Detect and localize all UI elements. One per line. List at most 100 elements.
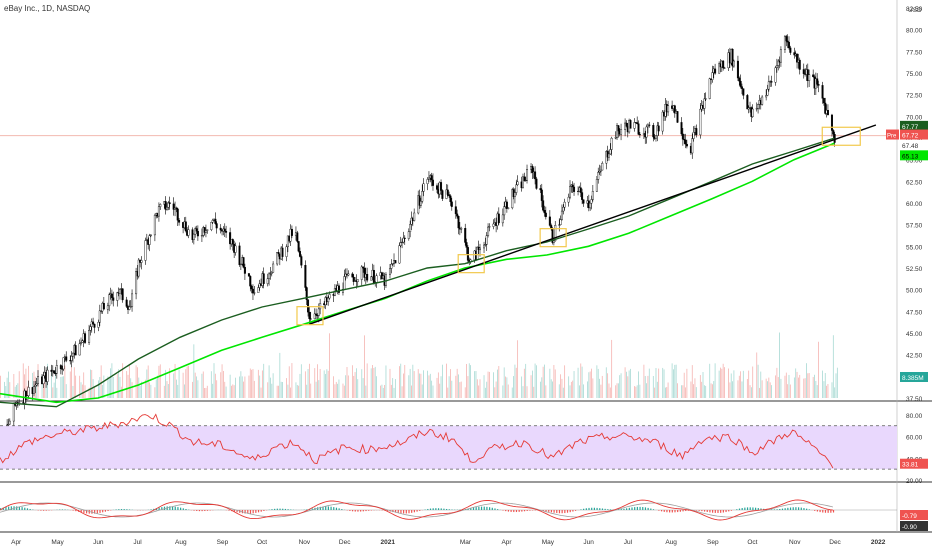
candle-body (817, 84, 820, 86)
volume-bar (728, 368, 729, 398)
volume-tag-bg (900, 372, 928, 382)
volume-bar (317, 364, 318, 398)
volume-bar (69, 371, 71, 398)
volume-bar (81, 384, 83, 398)
volume-bar (252, 369, 254, 398)
volume-bar (580, 363, 582, 398)
volume-bar (756, 352, 758, 398)
candle-body (203, 227, 206, 233)
macd-histogram-bar (437, 508, 440, 510)
volume-bar (777, 377, 779, 398)
candle-body (108, 294, 111, 307)
candle-body (390, 263, 393, 269)
volume-bar (513, 376, 514, 398)
macd-histogram-bar (16, 506, 18, 510)
candle-body (740, 86, 743, 89)
candle-body (347, 273, 350, 276)
candle-body (175, 207, 178, 210)
candle-body (399, 242, 402, 246)
candle-body (446, 189, 449, 195)
candle-body (281, 247, 284, 257)
volume-bar (553, 365, 555, 398)
macd-histogram-bar (480, 506, 483, 510)
macd-histogram-bar (814, 510, 816, 511)
volume-bar (757, 364, 759, 398)
candle-body (366, 274, 369, 281)
volume-bar (694, 378, 696, 398)
candle-body (691, 138, 694, 154)
candle-body (308, 311, 311, 319)
macd-signal-tag: -0.90 (902, 524, 917, 531)
price-tick-label: 47.50 (906, 309, 923, 316)
macd-histogram-bar (150, 509, 152, 510)
candle-body (485, 235, 488, 245)
macd-histogram-bar (104, 510, 106, 512)
volume-bar (459, 382, 461, 398)
candle-body (560, 210, 563, 220)
candle-body (798, 59, 801, 70)
macd-histogram-bar (247, 510, 249, 514)
candle-body (766, 88, 769, 96)
volume-bar (166, 381, 168, 398)
volume-bar (583, 384, 584, 398)
volume-bar (768, 377, 770, 398)
candle-body (35, 383, 38, 386)
macd-histogram-bar (832, 510, 835, 513)
candle-body (526, 169, 529, 181)
volume-bar (4, 381, 5, 398)
candle-body (92, 321, 95, 325)
candle-body (153, 214, 156, 236)
volume-bar (581, 366, 583, 398)
volume-bar (699, 375, 701, 398)
macd-histogram-bar (478, 506, 480, 510)
candle-body (638, 134, 641, 136)
volume-bar (701, 381, 703, 398)
candle-body (684, 139, 687, 145)
candle-body (786, 40, 789, 43)
candle-body (761, 96, 764, 105)
macd-histogram-bar (386, 510, 389, 512)
macd-histogram-bar (553, 510, 555, 513)
volume-bar (225, 386, 227, 398)
chart-title: eBay Inc., 1D, NASDAQ (4, 4, 91, 13)
candle-body (184, 221, 187, 232)
macd-histogram-bar (792, 507, 794, 510)
volume-bar (364, 335, 365, 398)
candle-body (59, 365, 62, 370)
volume-bar (615, 385, 617, 398)
trendline (308, 124, 877, 325)
volume-bar (110, 368, 111, 398)
volume-bar (56, 387, 58, 398)
volume-bar (796, 371, 798, 398)
candle-body (250, 285, 253, 290)
candle-body (567, 196, 570, 203)
macd-histogram-bar (102, 510, 104, 513)
macd-line (0, 499, 833, 521)
macd-histogram-bar (491, 507, 493, 510)
candle-body (589, 202, 592, 209)
candle-body (598, 170, 601, 173)
volume-bar (149, 382, 150, 398)
candle-body (448, 194, 451, 197)
candle-body (542, 200, 545, 211)
candle-body (370, 276, 373, 281)
volume-bar (759, 387, 760, 398)
volume-bar (523, 368, 525, 398)
candle-body (441, 190, 444, 199)
volume-bar (177, 384, 179, 398)
volume-bar (25, 368, 27, 398)
volume-bar (534, 363, 536, 398)
candle-body (78, 343, 81, 356)
volume-bar (635, 386, 637, 398)
candle-body (692, 132, 695, 139)
volume-bar (390, 384, 392, 398)
candle-body (695, 128, 698, 136)
candle-body (777, 60, 780, 66)
volume-bar (793, 377, 795, 398)
candle-body (270, 272, 273, 274)
candle-body (431, 179, 434, 186)
volume-bar (807, 373, 809, 398)
candle-body (70, 356, 73, 361)
volume-bar (536, 365, 537, 398)
